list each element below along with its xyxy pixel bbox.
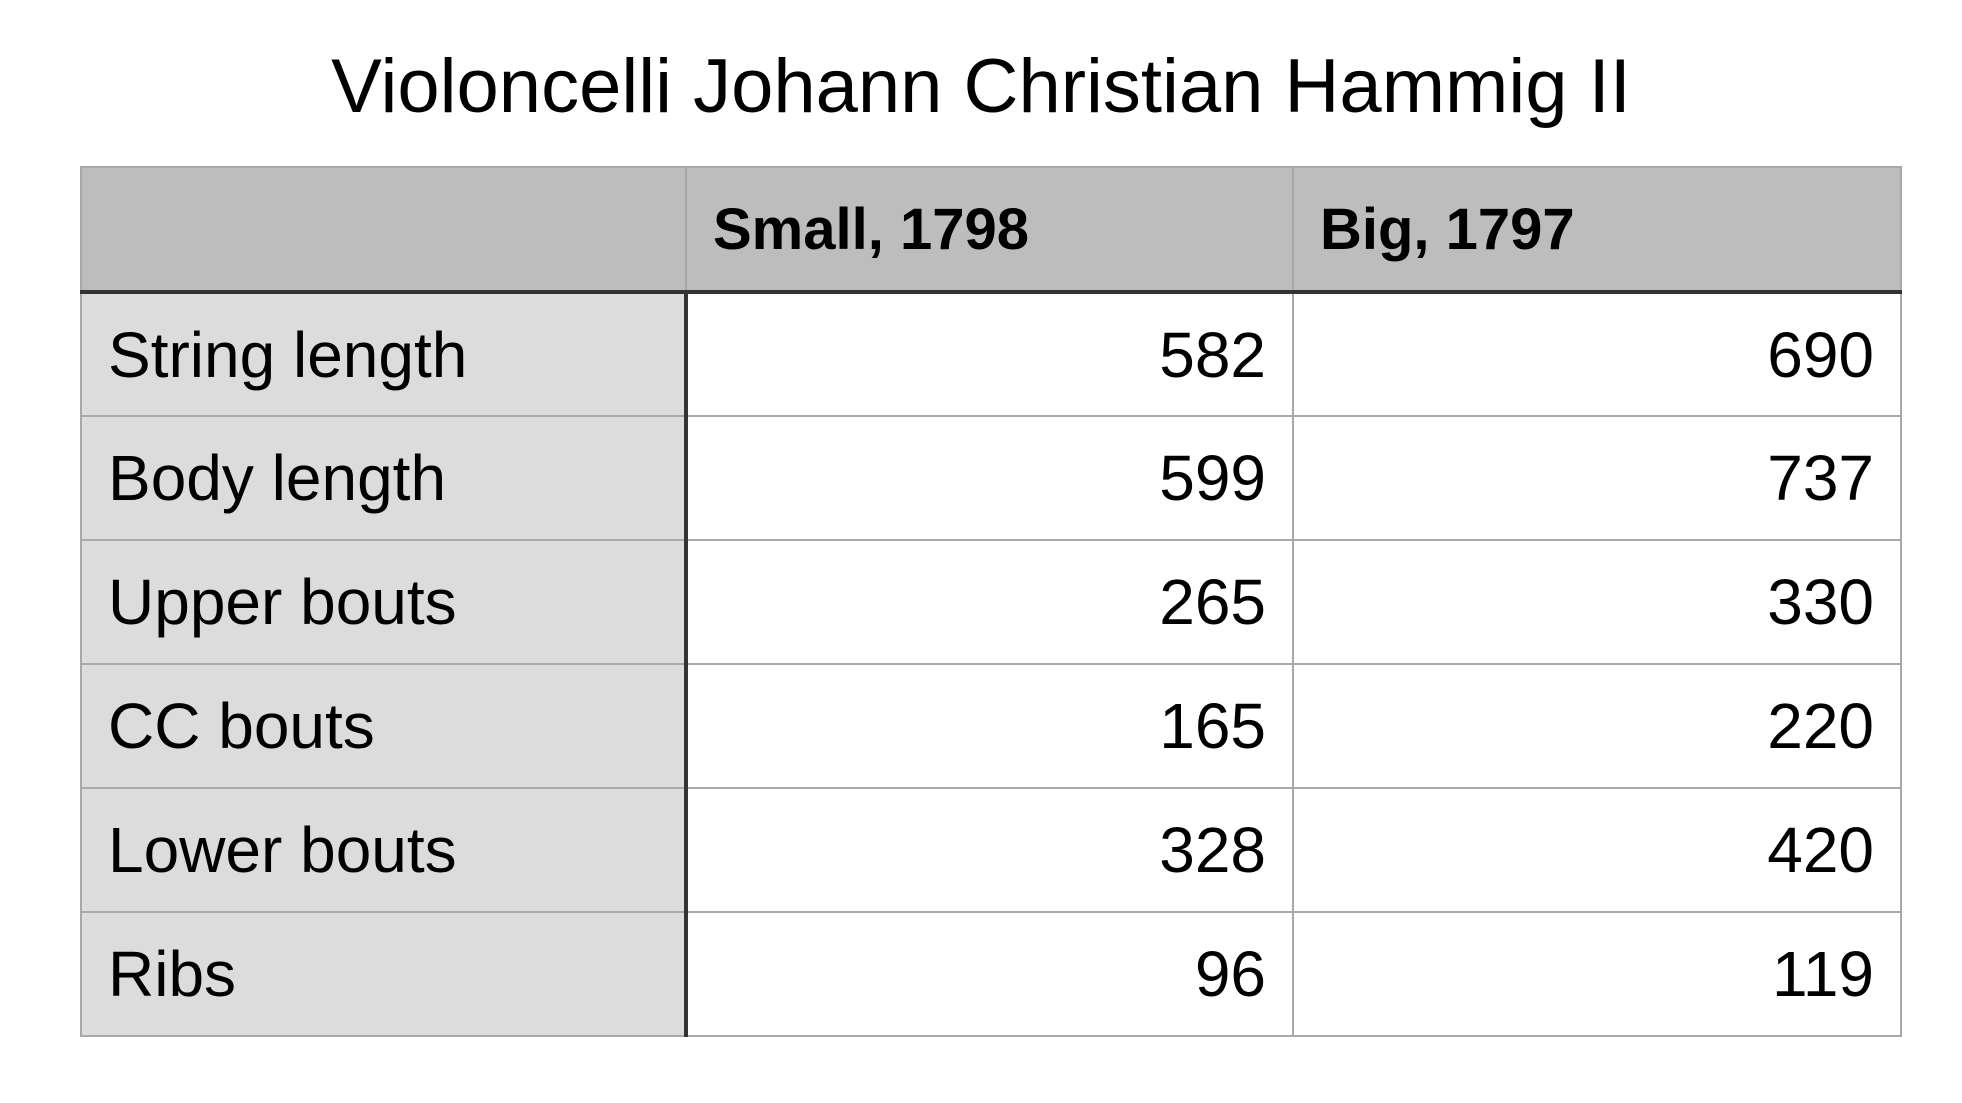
small-value: 582 <box>685 291 1294 417</box>
measurements-table: Small, 1798 Big, 1797 String length 582 … <box>80 166 1902 1037</box>
big-value: 119 <box>1292 911 1902 1037</box>
row-label: String length <box>80 291 688 417</box>
page-title: Violoncelli Johann Christian Hammig II <box>331 44 1631 129</box>
table-row: Ribs 96 119 <box>80 911 1902 1037</box>
row-label: Lower bouts <box>80 787 688 913</box>
table-row: String length 582 690 <box>80 291 1902 417</box>
small-value: 265 <box>685 539 1294 665</box>
row-label: Ribs <box>80 911 688 1037</box>
small-value: 165 <box>685 663 1294 789</box>
small-value: 599 <box>685 415 1294 541</box>
table-body: String length 582 690 Body length 599 73… <box>80 291 1902 1037</box>
row-label: CC bouts <box>80 663 688 789</box>
row-label: Upper bouts <box>80 539 688 665</box>
small-value: 328 <box>685 787 1294 913</box>
header-corner-cell <box>80 166 687 294</box>
big-value: 220 <box>1292 663 1902 789</box>
small-value: 96 <box>685 911 1294 1037</box>
table-row: Body length 599 737 <box>80 415 1902 541</box>
table-row: Upper bouts 265 330 <box>80 539 1902 665</box>
table-row: Lower bouts 328 420 <box>80 787 1902 913</box>
row-label: Body length <box>80 415 688 541</box>
header-small-1798: Small, 1798 <box>685 166 1294 294</box>
header-row: Small, 1798 Big, 1797 <box>80 166 1902 294</box>
table-row: CC bouts 165 220 <box>80 663 1902 789</box>
table-header: Small, 1798 Big, 1797 <box>80 166 1902 294</box>
big-value: 690 <box>1292 291 1902 417</box>
big-value: 330 <box>1292 539 1902 665</box>
header-big-1797: Big, 1797 <box>1292 166 1902 294</box>
big-value: 737 <box>1292 415 1902 541</box>
big-value: 420 <box>1292 787 1902 913</box>
